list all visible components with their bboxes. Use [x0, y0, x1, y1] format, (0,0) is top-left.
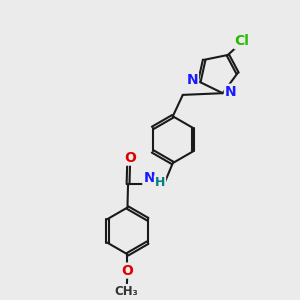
Text: O: O — [121, 264, 133, 278]
Text: O: O — [124, 151, 136, 165]
Text: CH₃: CH₃ — [115, 285, 138, 298]
Text: H: H — [155, 176, 165, 189]
Text: N: N — [186, 73, 198, 87]
Text: Cl: Cl — [235, 34, 250, 48]
Text: N: N — [143, 171, 155, 185]
Text: N: N — [225, 85, 236, 99]
